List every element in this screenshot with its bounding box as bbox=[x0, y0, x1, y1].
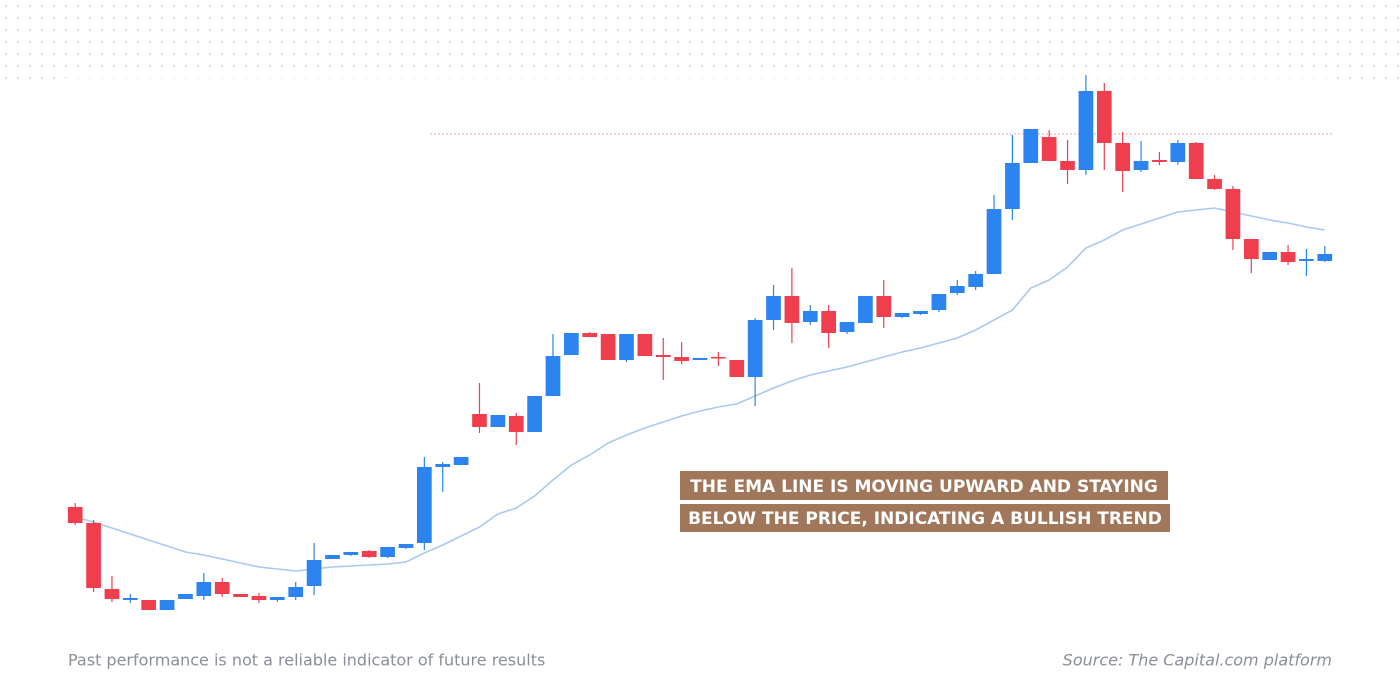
candle-body bbox=[711, 357, 726, 359]
candle-body bbox=[564, 333, 579, 355]
candle-body bbox=[729, 360, 745, 377]
candle-body bbox=[619, 334, 634, 360]
candle-body bbox=[269, 597, 285, 600]
candle-body bbox=[306, 560, 322, 586]
candle-body bbox=[416, 467, 432, 543]
candle-body bbox=[1170, 143, 1186, 162]
candle-body bbox=[747, 320, 763, 377]
candle-body bbox=[674, 357, 689, 361]
candle-body bbox=[1060, 161, 1075, 170]
candle-body bbox=[931, 294, 947, 310]
candle-body bbox=[986, 209, 1002, 274]
candle-body bbox=[1280, 252, 1296, 262]
candle-body bbox=[398, 544, 414, 548]
candle-body bbox=[343, 552, 359, 555]
candle-body bbox=[1262, 252, 1278, 260]
candle-body bbox=[490, 415, 506, 427]
candle-body bbox=[1207, 179, 1222, 189]
candle-body bbox=[251, 596, 267, 600]
candle-body bbox=[968, 274, 984, 287]
candle-body bbox=[159, 600, 175, 610]
candle-body bbox=[582, 333, 598, 337]
plot-area bbox=[66, 70, 1334, 625]
candle-body bbox=[600, 334, 616, 360]
candle-body bbox=[637, 334, 653, 356]
candle-body bbox=[1133, 161, 1149, 170]
candle-body bbox=[1005, 163, 1020, 209]
candle-body bbox=[527, 396, 542, 432]
annotation-text: THE EMA LINE IS MOVING UPWARD AND STAYIN… bbox=[690, 477, 1158, 497]
candle-body bbox=[325, 555, 340, 559]
candle-body bbox=[876, 296, 892, 317]
plot bbox=[67, 75, 1334, 610]
candle-body bbox=[104, 589, 120, 599]
footnote: Past performance is not a reliable indic… bbox=[68, 651, 545, 670]
candle-body bbox=[380, 547, 395, 557]
candle-body bbox=[214, 582, 230, 594]
candle-body bbox=[1152, 160, 1167, 162]
candle-body bbox=[913, 311, 928, 314]
annotation-box bbox=[680, 504, 1170, 532]
candle-body bbox=[122, 598, 138, 600]
candle-body bbox=[196, 582, 212, 596]
candle-body bbox=[453, 457, 469, 465]
source: Source: The Capital.com platform bbox=[1063, 651, 1332, 670]
candle-body bbox=[1041, 137, 1057, 161]
candle-body bbox=[1299, 259, 1314, 261]
candle-body bbox=[655, 355, 671, 357]
ema-line bbox=[74, 207, 1325, 572]
candle-body bbox=[894, 313, 910, 317]
candle-body bbox=[1225, 189, 1241, 239]
candle-body bbox=[1115, 143, 1131, 171]
candle-body bbox=[472, 414, 487, 427]
candle-body bbox=[858, 296, 873, 323]
candle-body bbox=[1243, 239, 1259, 259]
candle-body bbox=[67, 507, 83, 523]
candle-body bbox=[949, 286, 965, 293]
candle-body bbox=[1188, 143, 1204, 179]
candle-body bbox=[178, 594, 193, 599]
candle-body bbox=[233, 594, 248, 597]
candle-body bbox=[141, 600, 157, 610]
candle-body bbox=[692, 358, 708, 360]
annotation-text: BELOW THE PRICE, INDICATING A BULLISH TR… bbox=[688, 509, 1162, 529]
candle-body bbox=[784, 296, 800, 323]
candle-body bbox=[839, 322, 855, 332]
candle-body bbox=[821, 311, 836, 333]
candle-body bbox=[1078, 91, 1094, 170]
candle-body bbox=[435, 464, 451, 467]
candle-body bbox=[86, 523, 101, 588]
candle-body bbox=[766, 296, 781, 320]
candle-body bbox=[361, 551, 377, 557]
candle-body bbox=[288, 587, 304, 597]
candle-body bbox=[1023, 129, 1039, 163]
candle-body bbox=[1096, 91, 1112, 143]
candle-body bbox=[545, 356, 561, 396]
candle-body bbox=[1317, 254, 1333, 261]
candle-body bbox=[802, 311, 818, 322]
annotation-box bbox=[680, 471, 1168, 500]
candle-body bbox=[508, 416, 524, 432]
dot-pattern bbox=[0, 0, 1400, 80]
